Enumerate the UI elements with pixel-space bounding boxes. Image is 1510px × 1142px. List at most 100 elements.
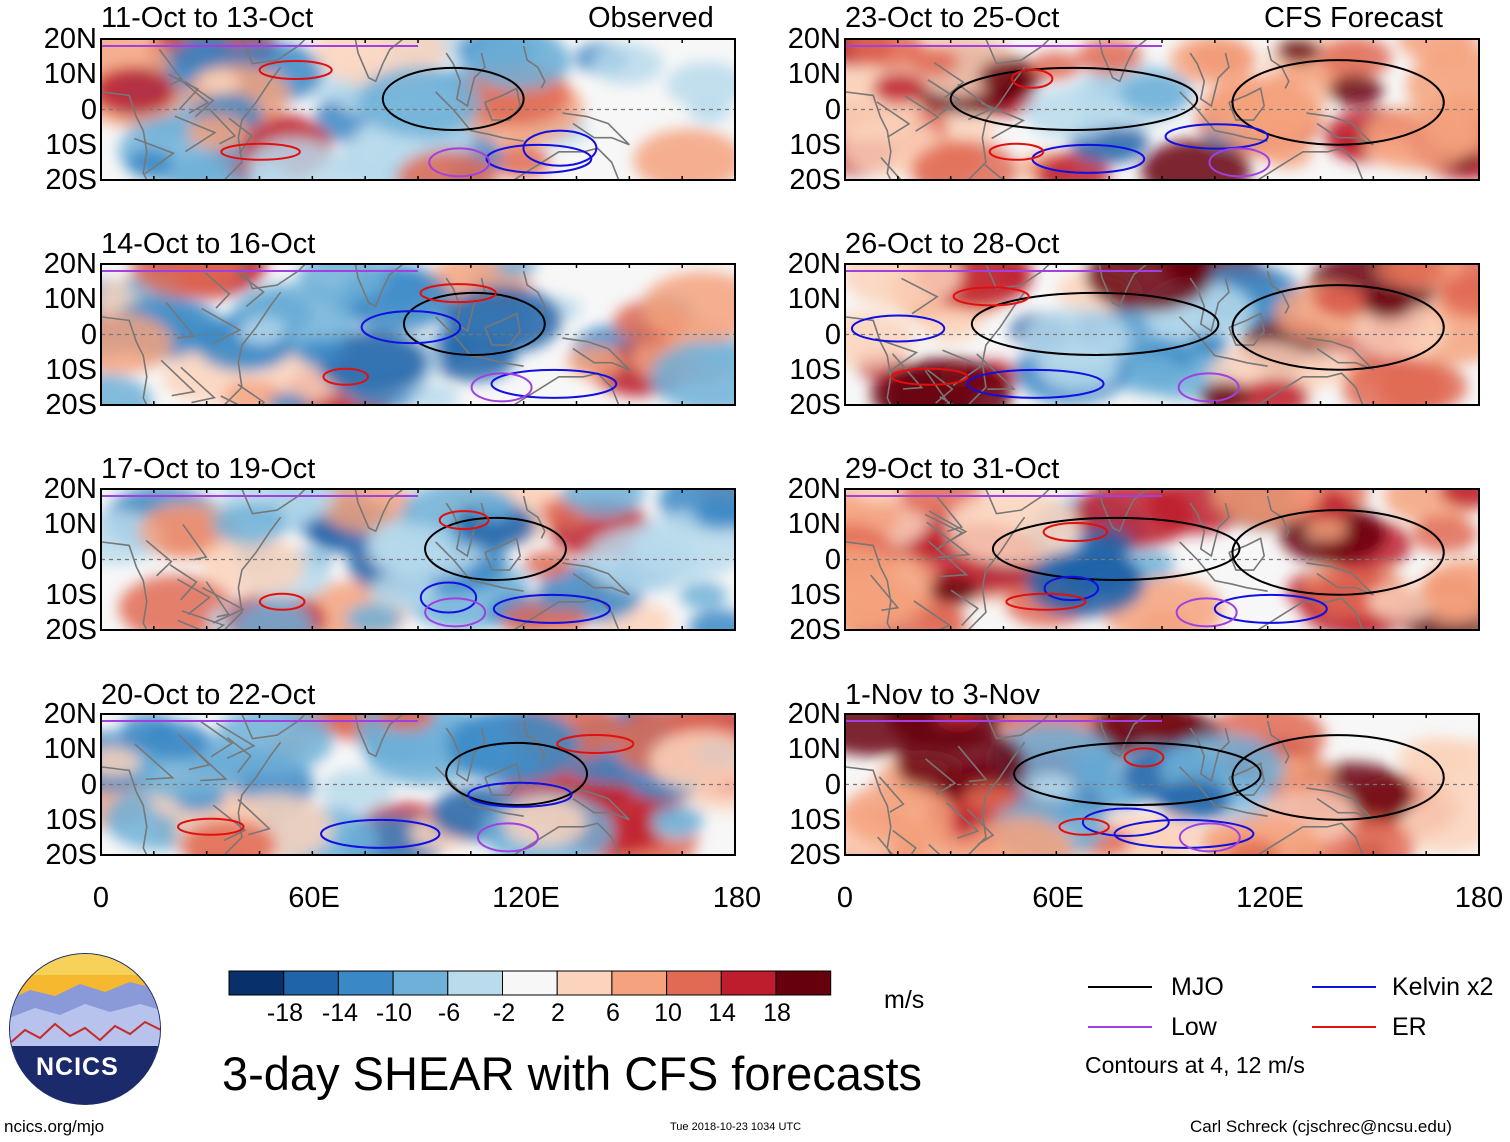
y-tick-label: 20N (787, 248, 841, 280)
panel-title-3: 17-Oct to 19-Oct (101, 453, 316, 485)
low-contour (1177, 372, 1240, 403)
panel-title-2: 14-Oct to 16-Oct (101, 228, 316, 260)
y-tick-label: 10N (43, 58, 97, 91)
y-tick-label: 20S (789, 389, 841, 421)
kelvin-contour (490, 368, 618, 399)
legend-label-kelvin: Kelvin x2 (1392, 973, 1494, 1001)
y-tick-label: 10S (45, 128, 97, 161)
low-contour (1208, 147, 1271, 178)
legend-label-low: Low (1171, 1013, 1217, 1041)
er-contour (1005, 592, 1087, 611)
shear-field (845, 264, 1479, 405)
y-tick-label: 20N (787, 473, 841, 505)
map-panel (100, 38, 736, 181)
x-tick-label: 0 (92, 882, 110, 914)
colorbar-swatch (666, 970, 722, 996)
x-tick-label: 60E (288, 882, 340, 914)
colorbar-label: -6 (437, 999, 461, 1027)
footer-author: Carl Schreck (cjschrec@ncsu.edu) (1190, 1117, 1452, 1136)
x-tick-label: 120E (492, 882, 560, 914)
cfs-forecast-label: CFS Forecast (1264, 2, 1443, 34)
y-tick-label: 20N (43, 473, 97, 505)
kelvin-contour (492, 593, 611, 624)
kelvin-contour (1081, 807, 1170, 837)
map-panel (100, 713, 736, 856)
mjo-contour (1013, 741, 1262, 806)
colorbar-label: -18 (266, 999, 304, 1027)
y-tick-label: 20S (789, 614, 841, 646)
er-contour (1010, 68, 1054, 89)
y-tick-label: 20N (43, 23, 97, 55)
y-tick-label: 10S (789, 353, 841, 386)
kelvin-contour (320, 818, 441, 849)
x-tick-label: 120E (1236, 882, 1304, 914)
y-tick-label: 0 (80, 93, 97, 126)
kelvin-contour (1113, 818, 1255, 849)
colorbar-swatch (447, 970, 503, 996)
colorbar-label: 10 (654, 999, 682, 1027)
y-tick-label: 0 (824, 768, 841, 801)
y-tick-label: 10N (787, 508, 841, 541)
contours (101, 270, 618, 403)
colorbar-swatch (337, 970, 394, 996)
ncics-logo (9, 953, 161, 1105)
er-contour (1042, 522, 1109, 543)
y-tick-label: 0 (80, 543, 97, 576)
y-tick-label: 10N (787, 733, 841, 766)
mjo-contour (949, 66, 1199, 131)
colorbar-swatch (556, 970, 613, 996)
colorbar-swatch (283, 970, 339, 996)
y-tick-label: 20N (43, 698, 97, 730)
contours (101, 495, 611, 628)
colorbar-units: m/s (884, 986, 925, 1014)
contours (845, 720, 1445, 853)
kelvin-contour (966, 368, 1105, 399)
y-tick-label: 20S (45, 839, 97, 871)
main-title: 3-day SHEAR with CFS forecasts (222, 1047, 922, 1100)
y-tick-label: 10N (787, 283, 841, 316)
contours (845, 270, 1445, 403)
mjo-contour (1231, 59, 1445, 146)
mjo-contour (1231, 734, 1445, 821)
y-tick-label: 10S (45, 578, 97, 611)
y-tick-label: 20N (787, 23, 841, 55)
y-tick-label: 20N (787, 698, 841, 730)
shear-field (845, 39, 1479, 180)
y-tick-label: 0 (80, 318, 97, 351)
contours (845, 45, 1445, 178)
colorbar-label: -10 (375, 999, 413, 1027)
er-contour (1058, 817, 1110, 836)
er-contour (419, 283, 497, 304)
y-tick-label: 0 (80, 768, 97, 801)
shear-field (101, 264, 735, 405)
kelvin-contour (467, 781, 573, 808)
shear-field (101, 489, 735, 630)
y-tick-label: 20S (45, 614, 97, 646)
mjo-contour (381, 66, 525, 131)
y-tick-label: 20S (789, 164, 841, 196)
mjo-contour (1231, 509, 1445, 596)
kelvin-contour (485, 143, 593, 174)
er-contour (1123, 747, 1165, 768)
map-panel (844, 263, 1480, 406)
y-tick-label: 10N (43, 508, 97, 541)
y-tick-label: 20S (789, 839, 841, 871)
panel-title-4: 20-Oct to 22-Oct (101, 679, 316, 711)
y-tick-label: 10N (43, 733, 97, 766)
y-tick-label: 10S (45, 353, 97, 386)
y-tick-label: 0 (824, 543, 841, 576)
kelvin-contour (419, 581, 478, 614)
panel-title-8: 1-Nov to 3-Nov (845, 679, 1041, 711)
colorbar (228, 970, 832, 996)
kelvin-contour (1164, 123, 1269, 150)
coastlines (101, 714, 630, 855)
mjo-contour (402, 291, 546, 356)
shear-field (845, 489, 1479, 630)
colorbar-swatch (775, 970, 832, 996)
footer-website[interactable]: ncics.org/mjo (4, 1117, 105, 1136)
er-contour (258, 592, 306, 611)
colorbar-swatch (392, 970, 449, 996)
mjo-contour (445, 741, 589, 806)
colorbar-swatch (502, 970, 558, 996)
y-tick-label: 10S (45, 803, 97, 836)
